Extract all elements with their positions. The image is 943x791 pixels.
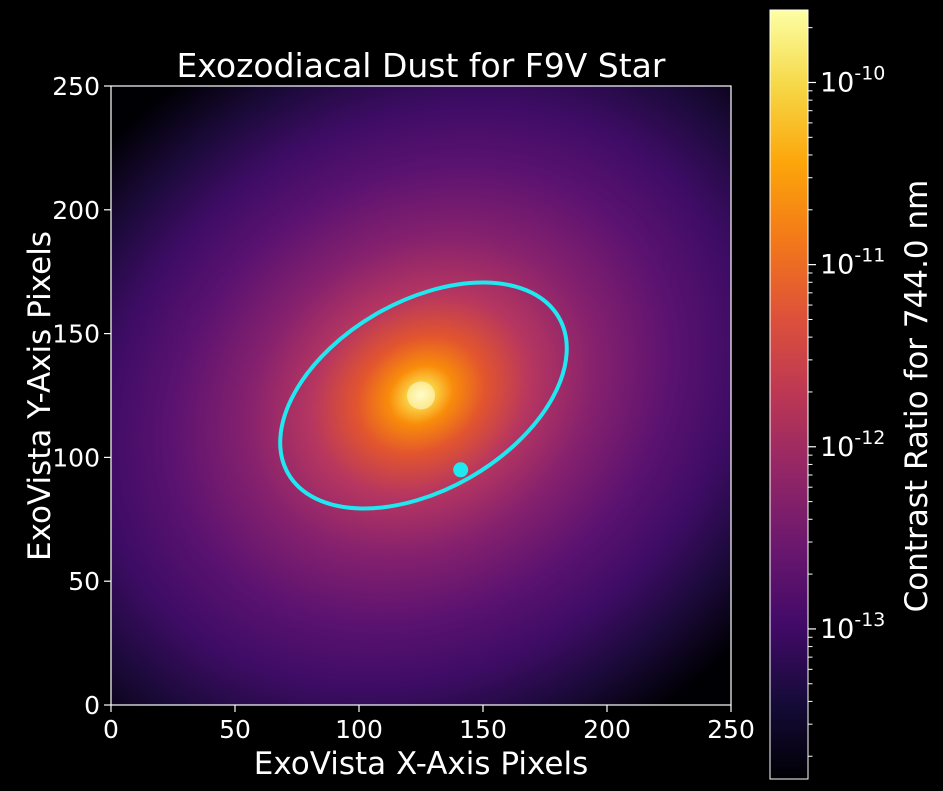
colorbar-tick-label: 10-13 bbox=[820, 609, 885, 645]
colorbar-tick-label: 10-11 bbox=[820, 245, 885, 281]
y-tick-label: 200 bbox=[52, 196, 100, 225]
plot-frame bbox=[110, 85, 732, 706]
y-tick-label: 150 bbox=[52, 320, 100, 349]
colorbar-tick-label: 10-10 bbox=[820, 62, 885, 98]
x-tick-label: 0 bbox=[103, 715, 119, 744]
y-tick-label: 250 bbox=[52, 72, 100, 101]
planet-orbit bbox=[278, 280, 569, 511]
x-axis: 0 50 100 150 200 250 bbox=[103, 705, 755, 744]
y-axis-label: ExoVista Y-Axis Pixels bbox=[22, 231, 58, 561]
dust-heatmap bbox=[111, 86, 731, 705]
y-tick-label: 0 bbox=[84, 691, 100, 720]
y-tick-label: 50 bbox=[68, 567, 100, 596]
colorbar-ticks: 10-10 10-11 10-12 10-13 bbox=[808, 27, 885, 757]
colorbar: 10-10 10-11 10-12 10-13 Contrast Ratio for … bbox=[769, 9, 935, 780]
colorbar-label: Contrast Ratio for 744.0 nm bbox=[899, 180, 935, 613]
x-axis-label: ExoVista X-Axis Pixels bbox=[254, 746, 588, 782]
planet-marker bbox=[453, 462, 469, 478]
y-axis: 0 50 100 150 200 250 bbox=[52, 72, 111, 720]
x-tick-label: 200 bbox=[583, 715, 631, 744]
colorbar-gradient bbox=[769, 9, 809, 780]
x-tick-label: 250 bbox=[707, 715, 755, 744]
x-tick-label: 100 bbox=[335, 715, 383, 744]
dust-peak-glow bbox=[407, 381, 435, 410]
chart-title: Exozodiacal Dust for F9V Star bbox=[177, 46, 666, 85]
colorbar-tick-label: 10-12 bbox=[820, 427, 885, 463]
x-tick-label: 150 bbox=[459, 715, 507, 744]
x-tick-label: 50 bbox=[219, 715, 251, 744]
y-tick-label: 100 bbox=[52, 443, 100, 472]
